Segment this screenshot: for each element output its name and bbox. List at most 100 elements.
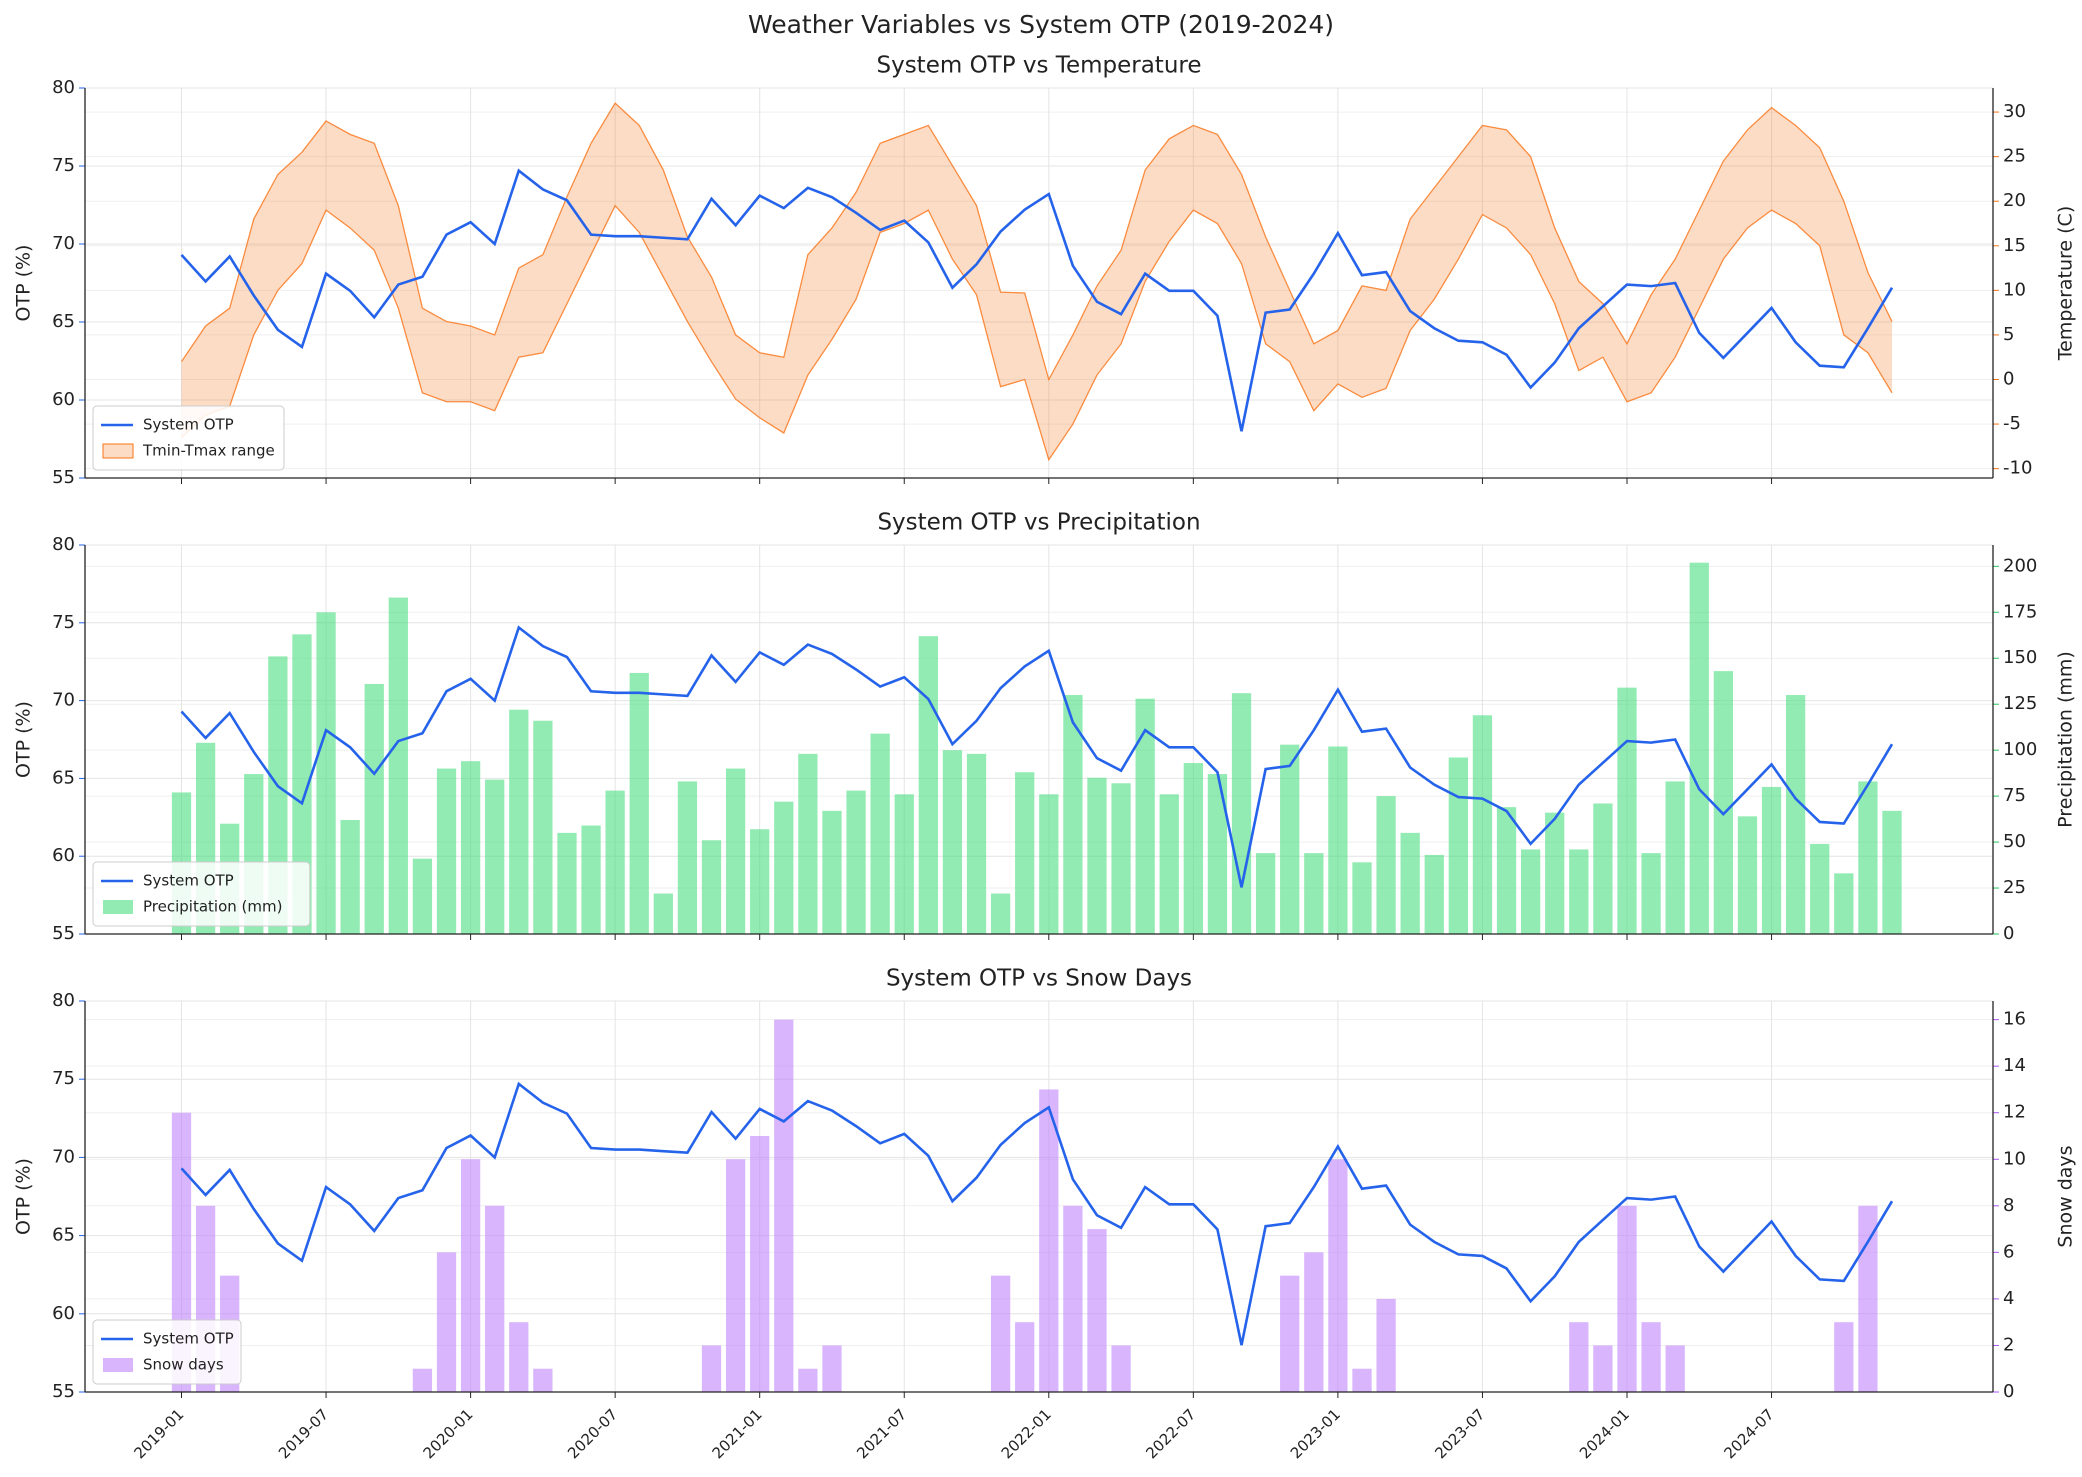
bar <box>1545 812 1565 934</box>
bar <box>677 781 698 934</box>
bar <box>436 1252 457 1392</box>
x-tick-label: 2024-01 <box>1576 1405 1633 1462</box>
y2-axis-label: Precipitation (mm) <box>2055 651 2077 828</box>
bar <box>316 612 336 934</box>
y2-axis-label: Snow days <box>2055 1145 2077 1247</box>
x-tick-label: 2020-01 <box>420 1405 477 1462</box>
y-tick-label: 60 <box>52 389 75 410</box>
line <box>180 1081 1894 1346</box>
bar <box>1496 807 1517 934</box>
y-axis-label: OTP (%) <box>13 701 35 778</box>
bar <box>1015 1322 1035 1392</box>
x-tick-label: 2021-01 <box>709 1405 766 1462</box>
y2-tick-label: 16 <box>2003 1009 2026 1030</box>
bar <box>292 634 312 934</box>
bar <box>1834 873 1854 934</box>
bar <box>966 753 987 934</box>
y2-tick-label: 2 <box>2003 1334 2014 1355</box>
bar <box>388 597 408 934</box>
bar <box>1665 1345 1685 1392</box>
bar <box>460 761 481 934</box>
bar <box>485 779 505 934</box>
bar <box>581 825 601 934</box>
bar <box>1328 746 1348 934</box>
bar <box>1087 1229 1107 1392</box>
x-tick-label: 2023-01 <box>1287 1405 1344 1462</box>
y2-tick-label: 0 <box>2003 923 2014 944</box>
bar <box>990 1275 1011 1392</box>
bar <box>412 1368 433 1392</box>
panel: System OTP vs Temperature 55 60 65 70 75 80 -10… <box>13 53 2077 489</box>
x-tick-label: 2022-01 <box>998 1405 1055 1462</box>
y2-tick-label: 6 <box>2003 1241 2014 1262</box>
legend-label: Precipitation (mm) <box>143 898 282 916</box>
bar <box>1376 796 1396 934</box>
bar <box>725 1159 746 1392</box>
y2-axis-label: Temperature (C) <box>2055 206 2077 362</box>
y2-tick-label: 12 <box>2003 1102 2026 1123</box>
line <box>180 625 1894 888</box>
legend-label: System OTP <box>143 872 234 890</box>
panel-title: System OTP vs Snow Days <box>886 966 1192 992</box>
y-tick-label: 55 <box>52 467 75 488</box>
bar <box>1713 671 1733 934</box>
y2-tick-label: 8 <box>2003 1195 2014 1216</box>
bar <box>1665 781 1685 934</box>
y2-tick-label: 100 <box>2003 739 2037 760</box>
y2-tick-label: 14 <box>2003 1055 2026 1076</box>
range-low-line <box>181 204 1893 462</box>
y2-tick-label: 175 <box>2003 601 2037 622</box>
legend-patch <box>102 443 134 459</box>
y2-tick-label: 10 <box>2003 1148 2026 1169</box>
range-area <box>181 103 1892 460</box>
y-tick-label: 75 <box>52 155 75 176</box>
y2-tick-label: 10 <box>2003 279 2026 300</box>
bar <box>1231 693 1252 934</box>
bar <box>1593 1345 1613 1392</box>
bar <box>822 810 842 934</box>
y2-tick-label: 0 <box>2003 368 2014 389</box>
bar <box>1882 810 1902 934</box>
bar <box>1207 774 1228 934</box>
y2-tick-label: 50 <box>2003 831 2026 852</box>
bar <box>340 820 360 934</box>
panel: System OTP vs Precipitation 55 60 65 70 75 80 0… <box>13 510 2077 945</box>
bar <box>1810 843 1830 934</box>
bar <box>774 1019 794 1392</box>
y-tick-label: 60 <box>52 845 75 866</box>
bar <box>533 1368 553 1392</box>
y2-tick-label: 15 <box>2003 235 2026 256</box>
bar <box>1087 777 1107 934</box>
x-tick-label: 2020-07 <box>564 1405 621 1462</box>
y2-tick-label: -10 <box>2003 458 2032 479</box>
legend-label: Snow days <box>143 1356 224 1374</box>
bar <box>1689 562 1709 934</box>
bar <box>605 790 625 934</box>
bar <box>870 733 890 934</box>
y2-tick-label: -5 <box>2003 413 2021 434</box>
bar <box>750 1135 770 1392</box>
bar <box>533 720 553 934</box>
y-tick-label: 75 <box>52 1068 75 1089</box>
x-tick-label: 2023-07 <box>1431 1405 1488 1462</box>
y2-tick-label: 150 <box>2003 647 2037 668</box>
x-tick-label: 2024-07 <box>1720 1405 1777 1462</box>
y-tick-label: 65 <box>52 311 75 332</box>
bar <box>1039 1089 1059 1392</box>
bar <box>1858 781 1878 934</box>
bar <box>1834 1322 1854 1392</box>
bar <box>1785 695 1806 934</box>
bar <box>1858 1205 1878 1392</box>
bar <box>364 683 384 934</box>
y2-tick-label: 0 <box>2003 1381 2014 1402</box>
range-high-line <box>180 102 1893 382</box>
y-tick-label: 65 <box>52 767 75 788</box>
y-axis-label: OTP (%) <box>13 245 35 322</box>
bar <box>1304 853 1324 934</box>
legend-box <box>92 405 285 471</box>
bar <box>1015 772 1035 934</box>
bar <box>1063 695 1083 934</box>
